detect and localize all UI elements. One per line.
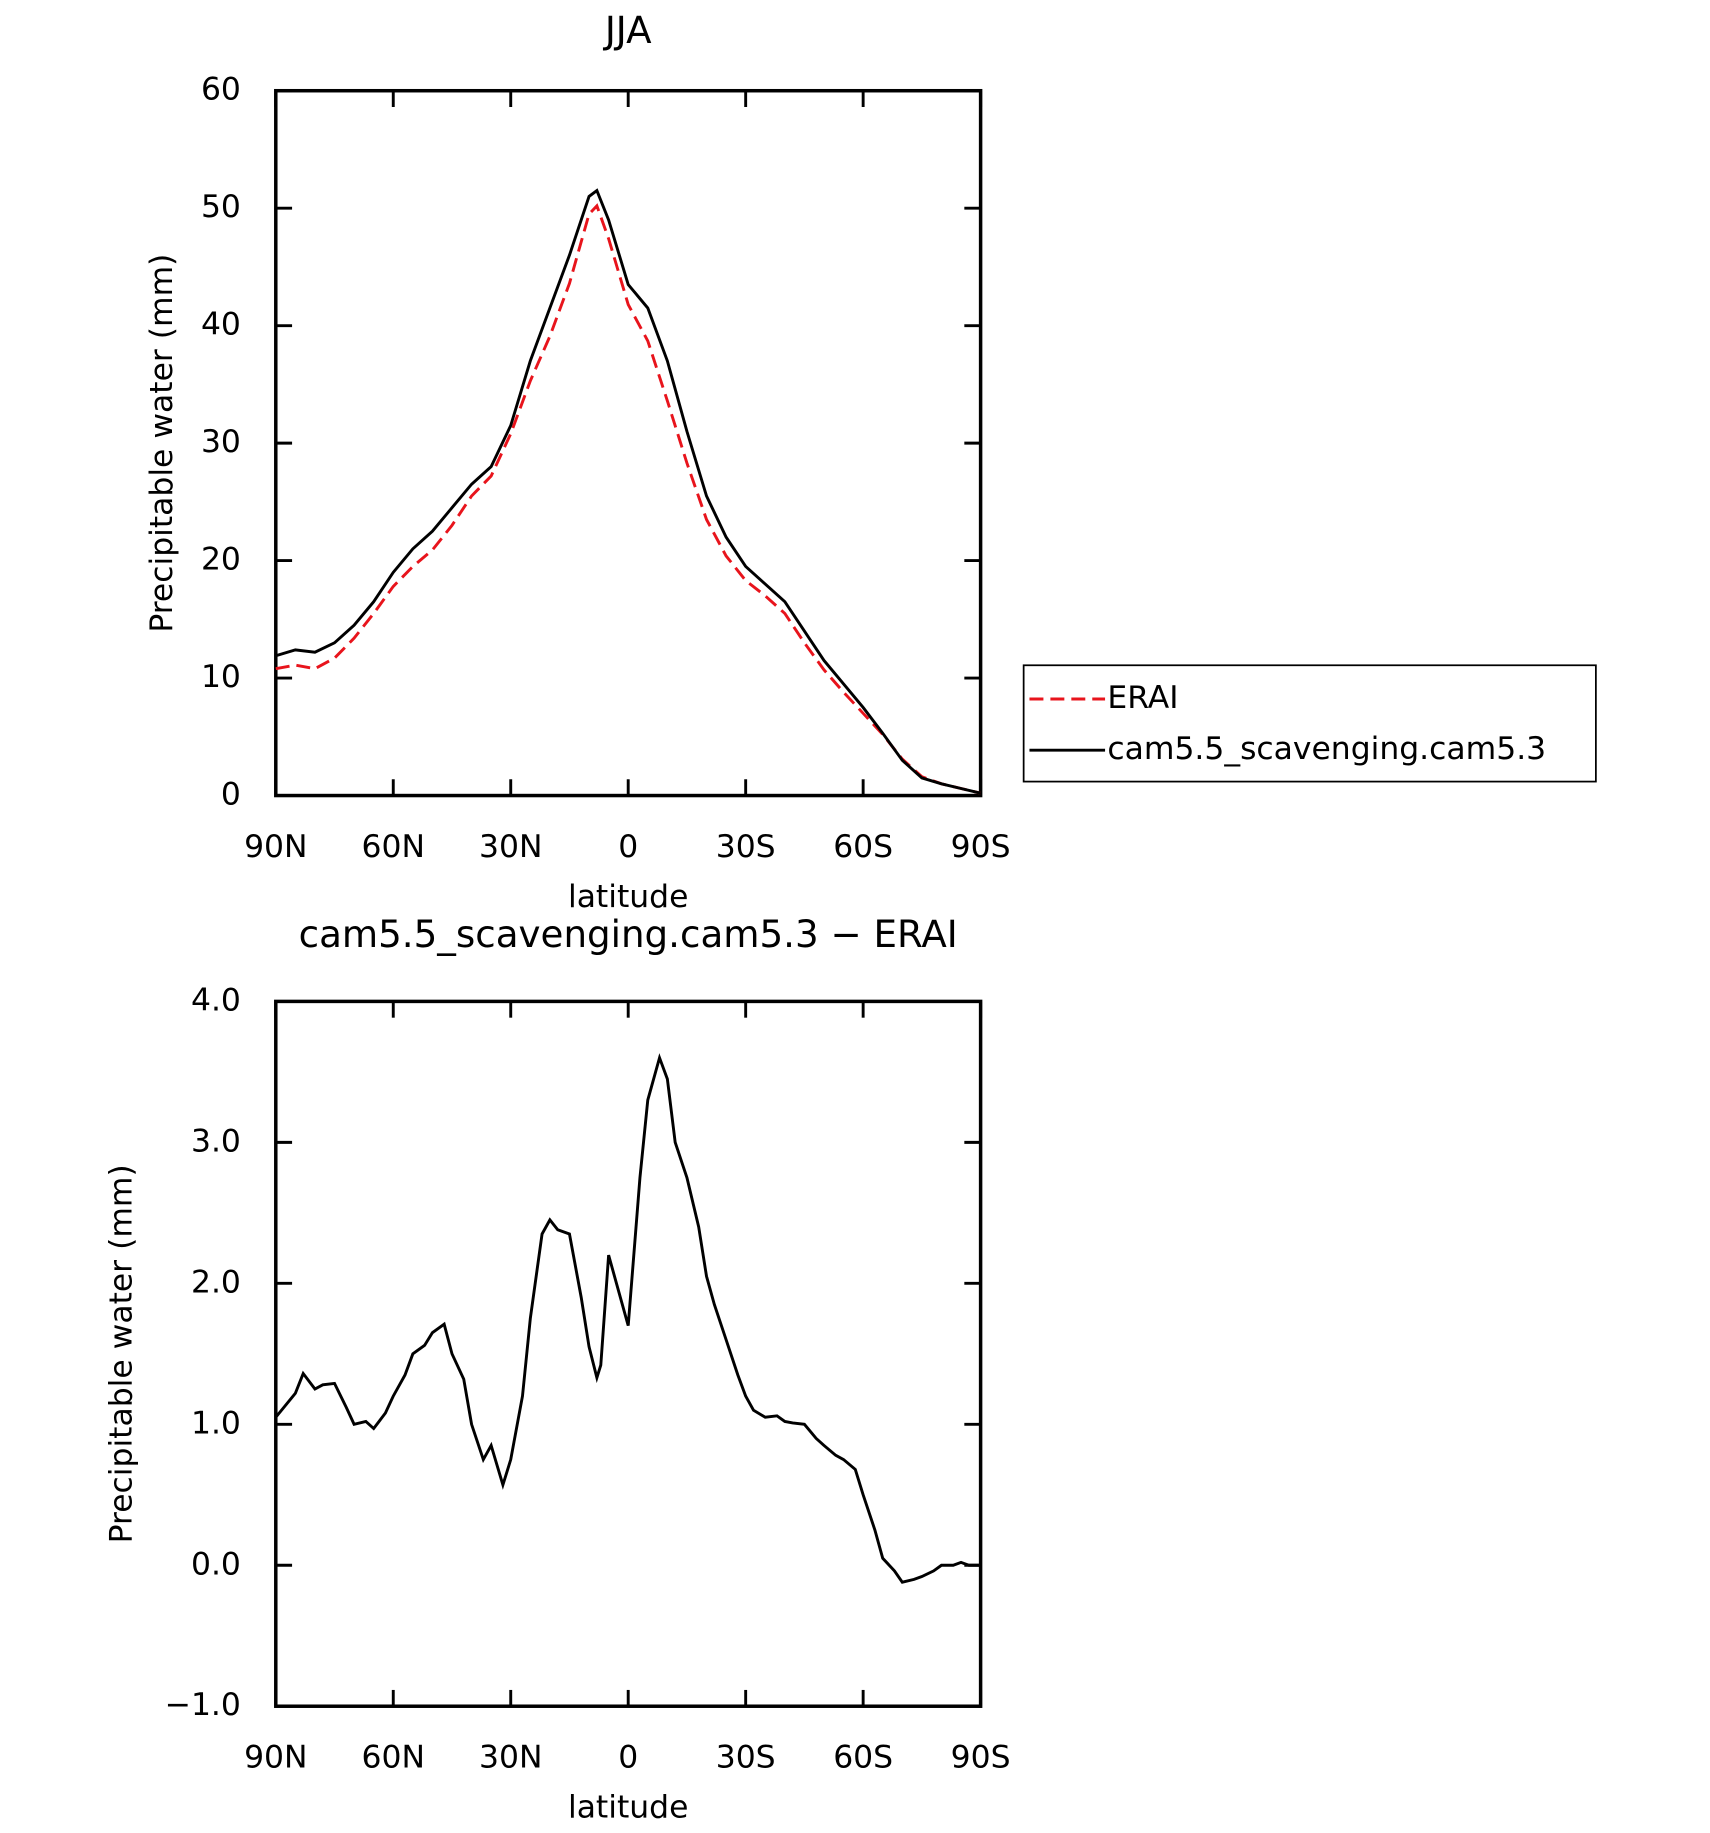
legend: ERAI cam5.5_scavenging.cam5.3 — [1022, 664, 1597, 783]
y-axis-label: Precipitable water (mm) — [144, 254, 180, 633]
x-tick-label: 90N — [244, 1740, 307, 1776]
x-tick-label: 30N — [479, 1740, 542, 1776]
y-tick-label: 40 — [201, 307, 241, 343]
y-tick-label: 3.0 — [191, 1123, 241, 1159]
x-tick-label: 60N — [362, 829, 425, 865]
x-tick-label: 30S — [716, 1740, 776, 1776]
data-line — [274, 1053, 981, 1584]
y-tick-label: 20 — [201, 542, 241, 578]
x-tick-label: 90N — [244, 829, 307, 865]
legend-label: cam5.5_scavenging.cam5.3 — [1107, 731, 1546, 767]
x-tick-label: 90S — [951, 829, 1011, 865]
x-tick-label: 60N — [362, 1740, 425, 1776]
plot-frame — [274, 88, 983, 798]
x-tick-label: 90S — [951, 1740, 1011, 1776]
y-tick-label: 1.0 — [191, 1405, 241, 1441]
y-tick-label: 4.0 — [191, 982, 241, 1018]
legend-box — [1022, 664, 1597, 783]
x-axis-label: latitude — [568, 879, 688, 915]
x-tick-label: 0 — [618, 829, 638, 865]
y-tick-label: 30 — [201, 424, 241, 460]
data-line — [275, 188, 981, 795]
x-axis-label: latitude — [568, 1790, 688, 1826]
x-tick-label: 60S — [833, 829, 893, 865]
x-tick-label: 30S — [716, 829, 776, 865]
y-axis-label: Precipitable water (mm) — [103, 1164, 139, 1543]
plot-frame — [274, 999, 983, 1708]
x-tick-label: 60S — [833, 1740, 893, 1776]
y-tick-label: 50 — [201, 189, 241, 225]
y-tick-label: −1.0 — [165, 1687, 241, 1723]
y-tick-label: 2.0 — [191, 1264, 241, 1300]
data-line — [275, 203, 981, 795]
y-tick-label: 10 — [201, 659, 241, 695]
chart-title: cam5.5_scavenging.cam5.3 − ERAI — [299, 912, 958, 956]
chart-title: JJA — [603, 8, 652, 52]
x-tick-label: 0 — [618, 1740, 638, 1776]
y-tick-label: 0 — [221, 777, 241, 813]
y-tick-label: 0.0 — [191, 1546, 241, 1582]
legend-label: ERAI — [1107, 680, 1178, 716]
x-tick-label: 30N — [479, 829, 542, 865]
y-tick-label: 60 — [201, 72, 241, 108]
